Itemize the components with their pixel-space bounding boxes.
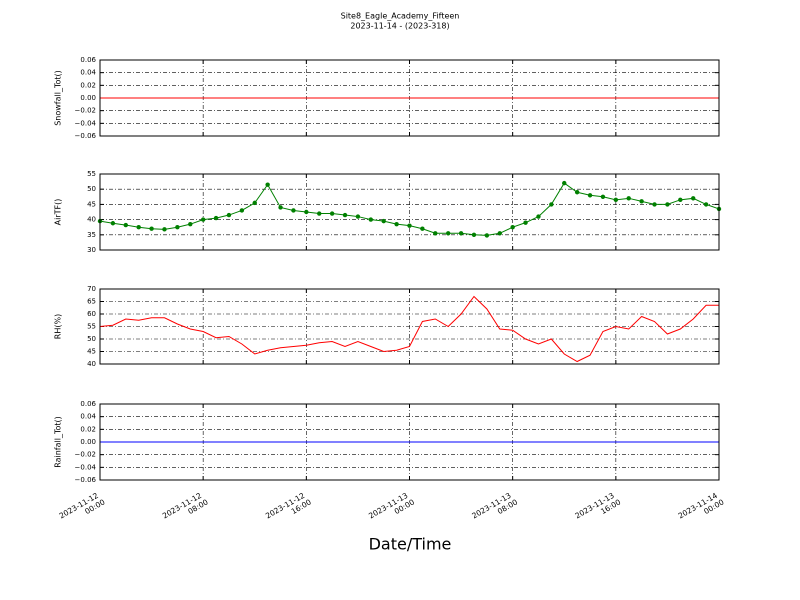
title: Site8_Eagle_Academy_Fifteen bbox=[341, 12, 460, 21]
data-point bbox=[175, 225, 180, 230]
data-point bbox=[200, 217, 206, 222]
data-point bbox=[562, 180, 567, 186]
data-line bbox=[99, 295, 719, 363]
x-tick-label: 2023-11-13 00:00 bbox=[367, 490, 416, 529]
y-tick-label: 35 bbox=[87, 231, 96, 239]
axes-frame bbox=[99, 173, 720, 251]
data-point bbox=[368, 217, 374, 222]
x-tick-label: 2023-11-12 16:00 bbox=[264, 490, 313, 529]
y-tick-label: −0.06 bbox=[75, 132, 97, 140]
data-point bbox=[458, 231, 464, 236]
data-point bbox=[291, 208, 296, 213]
y-tick-label: 40 bbox=[87, 216, 96, 224]
data-point bbox=[471, 232, 477, 237]
y-tick-label: 65 bbox=[87, 298, 96, 306]
y-tick-label: 70 bbox=[87, 285, 96, 293]
data-point bbox=[523, 220, 528, 225]
data-point bbox=[420, 226, 425, 231]
y-tick-label: 0.00 bbox=[80, 94, 96, 102]
data-point bbox=[587, 193, 593, 198]
axes-frame bbox=[99, 288, 720, 365]
y-tick-label: 60 bbox=[87, 310, 96, 318]
data-point bbox=[188, 221, 193, 227]
data-point bbox=[149, 226, 154, 231]
data-point bbox=[278, 205, 283, 210]
y-axis-label: AirTF() bbox=[54, 199, 63, 226]
data-point bbox=[433, 231, 438, 236]
data-point bbox=[652, 202, 657, 207]
data-point bbox=[574, 190, 580, 195]
y-tick-label: 0.06 bbox=[80, 56, 96, 64]
data-point bbox=[639, 199, 644, 204]
y-tick-label: 0.02 bbox=[80, 81, 96, 89]
data-point bbox=[407, 223, 412, 228]
data-point bbox=[329, 211, 335, 216]
data-point bbox=[497, 231, 502, 236]
data-point bbox=[136, 225, 141, 230]
data-point bbox=[304, 209, 309, 215]
y-axis-label: Rainfall_Tot() bbox=[54, 416, 63, 468]
y-axis-label: RH(%) bbox=[54, 314, 63, 339]
data-point bbox=[665, 202, 670, 207]
x-tick-label: 2023-11-13 16:00 bbox=[574, 490, 623, 529]
data-point bbox=[162, 227, 167, 232]
y-tick-label: 55 bbox=[87, 323, 96, 331]
y-tick-label: 30 bbox=[87, 246, 96, 254]
data-point bbox=[691, 196, 696, 201]
axes-frame bbox=[99, 59, 720, 137]
data-point bbox=[678, 197, 683, 203]
y-tick-label: −0.02 bbox=[75, 451, 96, 459]
y-tick-label: 0.00 bbox=[80, 438, 96, 446]
x-tick-label: 2023-11-14 00:00 bbox=[677, 490, 726, 529]
y-tick-label: −0.02 bbox=[75, 107, 96, 115]
x-tick-label: 2023-11-13 08:00 bbox=[470, 490, 519, 529]
y-tick-label: −0.04 bbox=[75, 463, 97, 471]
data-point bbox=[123, 222, 128, 228]
subtitle: 2023-11-14 - (2023-318) bbox=[350, 22, 449, 31]
data-point bbox=[600, 194, 606, 199]
y-tick-label: 0.04 bbox=[80, 69, 96, 77]
data-point bbox=[394, 221, 399, 227]
data-point bbox=[381, 218, 386, 224]
data-point bbox=[703, 202, 709, 207]
data-point bbox=[213, 215, 219, 221]
y-axis-label: Snowfall_Tot() bbox=[54, 70, 63, 126]
data-point bbox=[252, 200, 257, 206]
y-tick-label: −0.04 bbox=[75, 119, 97, 127]
data-point bbox=[265, 182, 270, 187]
y-tick-label: 0.06 bbox=[80, 400, 96, 408]
y-tick-label: 0.04 bbox=[80, 413, 96, 421]
data-point bbox=[342, 212, 348, 218]
y-tick-label: 0.02 bbox=[80, 425, 96, 433]
y-tick-label: 50 bbox=[87, 335, 96, 343]
data-point bbox=[484, 233, 490, 238]
y-tick-label: 50 bbox=[87, 185, 96, 193]
data-point bbox=[510, 225, 515, 230]
data-point bbox=[536, 214, 541, 219]
y-tick-label: 45 bbox=[87, 348, 96, 356]
y-tick-label: 55 bbox=[87, 170, 96, 178]
axes-frame bbox=[99, 403, 720, 481]
data-point bbox=[355, 214, 361, 219]
data-point bbox=[317, 211, 322, 216]
x-axis-label: Date/Time bbox=[369, 535, 452, 554]
x-tick-label: 2023-11-12 08:00 bbox=[161, 490, 210, 529]
y-tick-label: 45 bbox=[87, 200, 96, 208]
y-tick-label: 40 bbox=[87, 360, 96, 368]
data-point bbox=[239, 208, 245, 213]
data-point bbox=[226, 212, 232, 218]
data-point bbox=[110, 221, 116, 226]
x-tick-label: 2023-11-12 00:00 bbox=[58, 490, 107, 529]
y-tick-label: −0.06 bbox=[75, 476, 97, 484]
data-point bbox=[549, 202, 554, 207]
data-point bbox=[626, 196, 631, 201]
data-point bbox=[613, 197, 619, 203]
data-point bbox=[445, 231, 451, 236]
